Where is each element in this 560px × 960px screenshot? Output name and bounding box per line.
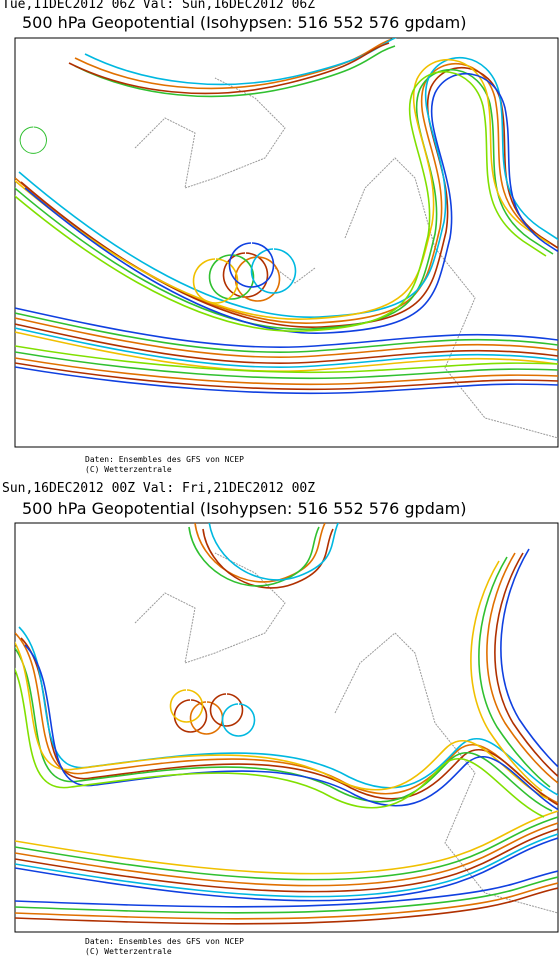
panel: Sun,16DEC2012 00Z Val: Fri,21DEC2012 00Z… bbox=[2, 481, 559, 956]
credit: (C) Wetterzentrale bbox=[85, 465, 172, 474]
credit: (C) Wetterzentrale bbox=[85, 947, 172, 956]
run-info: Sun,16DEC2012 00Z Val: Fri,21DEC2012 00Z bbox=[2, 481, 315, 496]
map-title: 500 hPa Geopotential (Isohypsen: 516 552… bbox=[22, 13, 467, 32]
map-title: 500 hPa Geopotential (Isohypsen: 516 552… bbox=[22, 499, 467, 518]
credit: Daten: Ensembles des GFS von NCEP bbox=[85, 937, 244, 946]
panel: Tue,11DEC2012 06Z Val: Sun,16DEC2012 06Z… bbox=[2, 0, 559, 474]
map bbox=[14, 37, 559, 448]
run-info: Tue,11DEC2012 06Z Val: Sun,16DEC2012 06Z bbox=[2, 0, 315, 12]
map bbox=[14, 522, 559, 933]
credit: Daten: Ensembles des GFS von NCEP bbox=[85, 455, 244, 464]
